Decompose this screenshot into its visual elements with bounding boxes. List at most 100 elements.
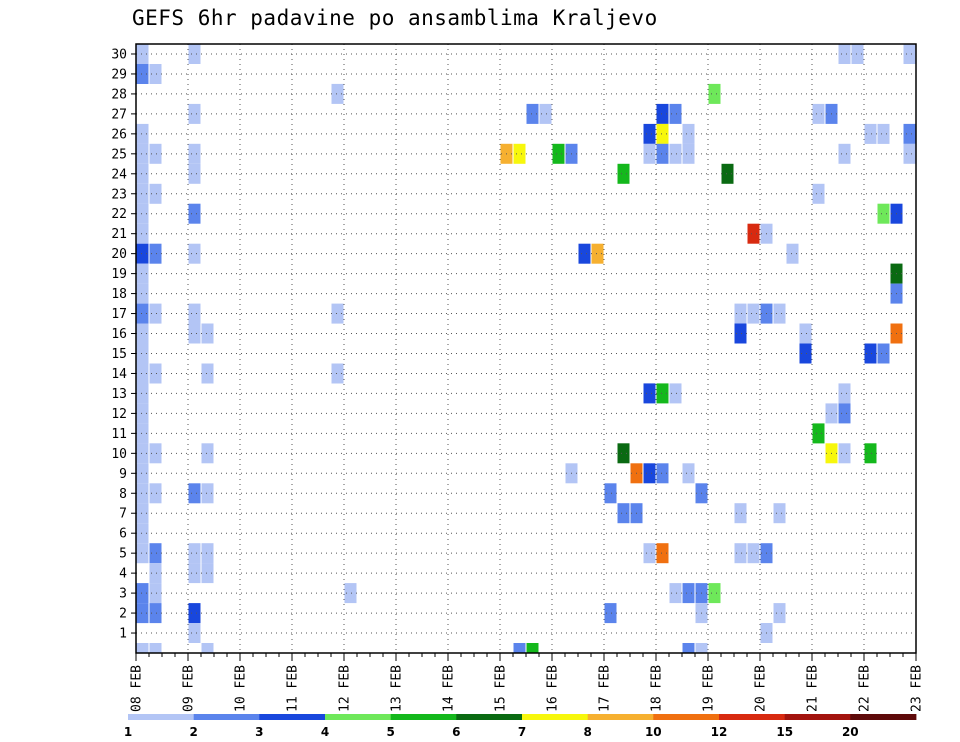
precip-cell <box>669 583 682 604</box>
legend-label: 7 <box>518 725 526 739</box>
y-tick-label: 21 <box>111 227 127 242</box>
x-tick-label: 18 FEB <box>650 665 665 712</box>
precip-cell <box>136 223 149 244</box>
x-tick-label: 10 FEB <box>234 665 249 712</box>
y-tick-label: 5 <box>119 547 127 562</box>
y-tick-label: 28 <box>111 87 127 102</box>
chart-title: GEFS 6hr padavine po ansamblima Kraljevo <box>132 6 658 30</box>
x-tick-label: 16 FEB <box>546 665 561 712</box>
legend-label: 8 <box>584 725 592 739</box>
grid-layer <box>136 44 916 653</box>
precip-cell <box>149 363 162 384</box>
y-tick-label: 18 <box>111 287 127 302</box>
legend-label: 3 <box>255 725 263 739</box>
precip-cell <box>812 103 825 124</box>
precip-cell <box>149 643 162 653</box>
precip-cell <box>643 123 656 144</box>
precip-cell <box>877 343 890 364</box>
legend-label: 10 <box>645 725 662 739</box>
x-tick-label: 22 FEB <box>858 665 873 712</box>
precip-cell <box>136 243 149 264</box>
precip-cell <box>617 163 630 184</box>
legend-swatch <box>719 714 786 720</box>
precip-cell <box>188 143 201 164</box>
legend-swatch <box>784 714 851 720</box>
y-tick-label: 22 <box>111 207 127 222</box>
legend-swatch <box>850 714 917 720</box>
precip-cell <box>656 123 669 144</box>
x-tick-label: 14 FEB <box>442 665 457 712</box>
precip-cell <box>331 363 344 384</box>
precip-cell <box>708 583 721 604</box>
x-tick-label: 09 FEB <box>182 665 197 712</box>
precip-cell <box>188 243 201 264</box>
precip-cell <box>188 203 201 224</box>
y-tick-label: 15 <box>111 347 127 362</box>
y-tick-label: 29 <box>111 67 127 82</box>
precip-cell <box>136 163 149 184</box>
precip-cell <box>864 123 877 144</box>
precip-cell <box>708 83 721 104</box>
precip-cell <box>591 243 604 264</box>
x-tick-label: 11 FEB <box>286 665 301 712</box>
x-axis: 08 FEB 09 FEB 10 FEB 11 FEB 12 FEB 13 FEB 14 F… <box>130 653 925 712</box>
precip-cell <box>877 203 890 224</box>
legend-label: 12 <box>711 725 728 739</box>
precip-cell <box>201 483 214 504</box>
precip-cell <box>513 643 526 653</box>
y-tick-label: 26 <box>111 127 127 142</box>
precip-cell <box>773 503 786 524</box>
precip-cell <box>149 603 162 624</box>
precip-cell <box>149 443 162 464</box>
x-tick-label: 19 FEB <box>702 665 717 712</box>
legend-swatch <box>456 714 523 720</box>
precip-cell <box>149 303 162 324</box>
precip-cell <box>136 44 149 64</box>
precip-cell <box>188 603 201 624</box>
precip-cell <box>864 343 877 364</box>
precip-cell <box>747 543 760 564</box>
legend-swatch <box>128 714 195 720</box>
y-tick-label: 8 <box>119 487 127 502</box>
y-tick-label: 6 <box>119 527 127 542</box>
precip-cell <box>578 243 591 264</box>
x-tick-label: 23 FEB <box>910 665 925 712</box>
x-tick-label: 15 FEB <box>494 665 509 712</box>
legend-swatch <box>587 714 654 720</box>
legend-swatch <box>390 714 457 720</box>
precip-cell <box>149 583 162 604</box>
precip-cell <box>838 403 851 424</box>
precip-cell <box>188 44 201 64</box>
precip-cell <box>773 603 786 624</box>
y-tick-label: 13 <box>111 387 127 402</box>
y-tick-label: 30 <box>111 47 127 62</box>
precip-cell <box>838 44 851 64</box>
precip-cell <box>149 183 162 204</box>
precip-cell <box>643 543 656 564</box>
precip-cell <box>682 123 695 144</box>
legend-swatch <box>193 714 260 720</box>
precip-cell <box>812 183 825 204</box>
precip-cell <box>149 64 162 84</box>
y-tick-label: 12 <box>111 407 127 422</box>
legend-label: 1 <box>124 725 132 739</box>
y-tick-label: 10 <box>111 447 127 462</box>
y-tick-label: 24 <box>111 167 127 182</box>
precip-cell <box>799 343 812 364</box>
y-tick-label: 11 <box>111 427 127 442</box>
precip-cell <box>331 83 344 104</box>
precip-cell <box>136 603 149 624</box>
precip-cell <box>734 543 747 564</box>
x-tick-label: 12 FEB <box>338 665 353 712</box>
precip-cell <box>734 503 747 524</box>
precip-cell <box>201 543 214 564</box>
precip-cell <box>643 383 656 404</box>
precip-cell <box>903 123 916 144</box>
precip-cell <box>682 463 695 484</box>
precip-cell <box>136 363 149 384</box>
precip-cell <box>136 263 149 284</box>
legend-label: 2 <box>190 725 198 739</box>
precip-cell <box>136 383 149 404</box>
precip-cell <box>552 143 565 164</box>
